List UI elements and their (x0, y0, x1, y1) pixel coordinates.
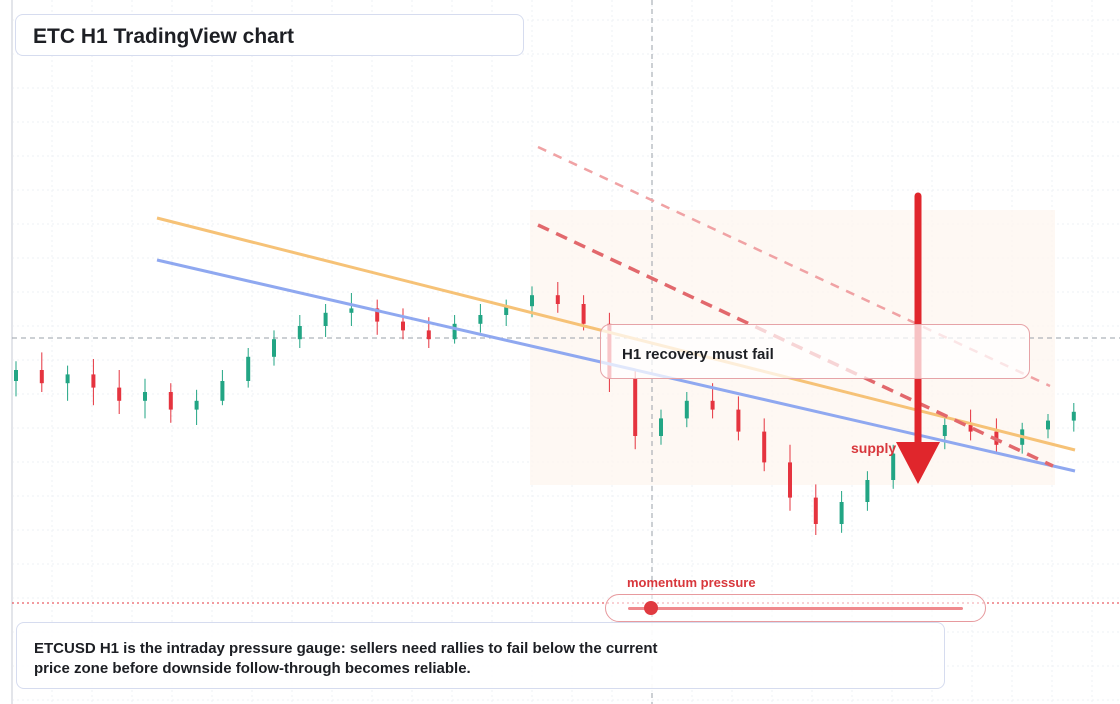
candle-down (168, 392, 173, 410)
candle-down (710, 400, 715, 410)
chart-title: ETC H1 TradingView chart (33, 25, 295, 48)
candle-up (65, 374, 70, 384)
caption-text: ETCUSD H1 is the intraday pressure gauge… (34, 640, 658, 677)
momentum-gauge[interactable] (605, 594, 986, 622)
chart-title-card: ETC H1 TradingView chart (15, 14, 524, 56)
candle-down (633, 378, 638, 436)
candle-up (194, 400, 199, 410)
momentum-label: momentum pressure (627, 575, 756, 590)
momentum-knob[interactable] (644, 601, 658, 615)
momentum-track-line (628, 607, 963, 610)
candle-up (942, 425, 947, 436)
down-arrow-icon (896, 192, 940, 484)
candle-up (684, 400, 689, 419)
candle-down (91, 374, 96, 388)
candle-up (1046, 420, 1050, 430)
candle-up (530, 295, 534, 307)
candle-up (504, 306, 509, 315)
candle-up (452, 323, 457, 340)
candle-up (1071, 411, 1076, 421)
candle-up (659, 418, 663, 436)
candle-up (865, 480, 870, 502)
recovery-callout: H1 recovery must fail (600, 324, 1030, 379)
candle-down (736, 409, 741, 432)
candle-up (478, 315, 483, 324)
candle-down (788, 462, 792, 498)
candle-up (839, 502, 844, 524)
candle-up (14, 370, 18, 381)
candle-up (246, 356, 251, 381)
candle-up (143, 392, 147, 401)
candle-down (555, 295, 560, 304)
candle-up (297, 326, 302, 340)
caption-card: ETCUSD H1 is the intraday pressure gauge… (16, 622, 945, 689)
candle-up (323, 312, 328, 326)
candle-down (968, 425, 973, 432)
candle-down (581, 304, 586, 324)
candle-down (39, 370, 44, 384)
candle-up (891, 453, 896, 480)
candle-down (813, 497, 818, 524)
candle-up (272, 339, 276, 357)
candle-down (401, 321, 405, 331)
recovery-callout-text: H1 recovery must fail (622, 346, 774, 363)
candle-up (349, 308, 354, 313)
supply-label: supply (851, 440, 897, 456)
candle-down (762, 431, 767, 463)
candle-down (375, 308, 380, 322)
candle-down (117, 387, 122, 401)
candle-up (220, 381, 225, 401)
candle-down (426, 330, 431, 340)
